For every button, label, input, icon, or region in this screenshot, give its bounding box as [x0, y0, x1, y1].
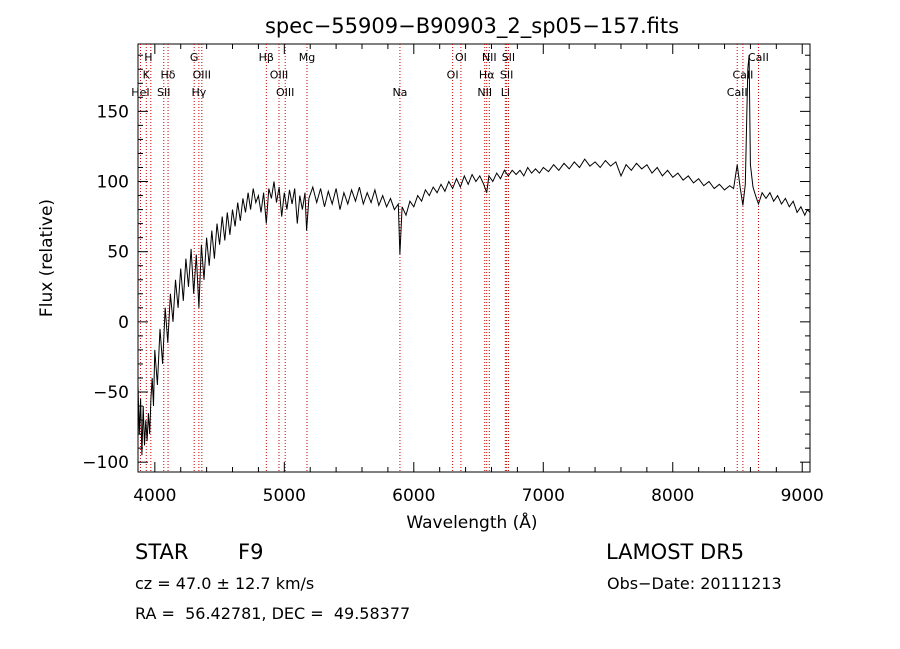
x-tick-label-3: 7000 [522, 486, 565, 506]
line-label-20: Li [501, 86, 510, 99]
line-label-23: CaII [727, 86, 748, 99]
redshift-velocity: cz = 47.0 ± 12.7 km/s [135, 574, 315, 593]
line-label-21: CaII [748, 51, 769, 64]
y-axis-label: Flux (relative) [37, 199, 57, 317]
line-label-18: SII [502, 51, 515, 64]
line-label-1: K [143, 69, 151, 82]
survey-name: LAMOST DR5 [606, 540, 745, 564]
line-markers [139, 44, 759, 472]
x-axis: 4000 5000 6000 7000 8000 9000 [133, 44, 824, 506]
line-label-17: NII [477, 86, 492, 99]
line-label-5: G [190, 51, 199, 64]
chart-title: spec−55909−B90903_2_sp05−157.fits [265, 14, 679, 39]
line-label-16: Hα [479, 69, 495, 82]
line-label-3: Hδ [161, 69, 176, 82]
line-label-10: OIII [276, 86, 294, 99]
y-tick-label-3: 50 [107, 243, 129, 263]
line-label-0: H [144, 51, 152, 64]
observation-date: Obs−Date: 20111213 [607, 574, 782, 593]
line-label-12: Na [392, 86, 407, 99]
line-label-6: OIII [193, 69, 211, 82]
line-label-8: Hβ [259, 51, 274, 64]
line-label-14: OI [447, 69, 459, 82]
x-tick-label-4: 8000 [651, 486, 694, 506]
x-tick-label-1: 5000 [263, 486, 306, 506]
line-label-15: NII [482, 51, 497, 64]
plot-frame [137, 43, 811, 473]
x-tick-label-2: 6000 [392, 486, 435, 506]
x-tick-label-5: 9000 [781, 486, 824, 506]
object-class: STAR [135, 540, 189, 564]
line-label-2: HeI [131, 86, 149, 99]
line-label-19: SII [500, 69, 513, 82]
line-label-7: Hγ [191, 86, 206, 99]
spectrum-line [137, 55, 811, 456]
y-tick-label-1: −50 [93, 383, 129, 403]
line-label-4: SII [157, 86, 170, 99]
y-tick-label-5: 150 [97, 102, 129, 122]
line-label-22: CaII [732, 69, 753, 82]
coordinates: RA = 56.42781, DEC = 49.58377 [135, 604, 411, 623]
y-tick-label-2: 0 [118, 313, 129, 333]
x-axis-label: Wavelength (Å) [406, 511, 537, 533]
line-label-11: Mg [299, 51, 315, 64]
object-subclass: F9 [238, 540, 264, 564]
line-label-13: OI [455, 51, 467, 64]
y-tick-label-4: 100 [97, 173, 129, 193]
line-label-9: OIII [270, 69, 288, 82]
x-tick-label-0: 4000 [133, 486, 176, 506]
line-labels: HK HeI Hδ SII G OIII Hγ Hβ OIII OIII Mg Na OI OI NII Hα… [131, 51, 769, 99]
y-tick-label-0: −100 [82, 453, 129, 473]
y-axis: −100 −50 0 50 100 150 [82, 54, 810, 473]
